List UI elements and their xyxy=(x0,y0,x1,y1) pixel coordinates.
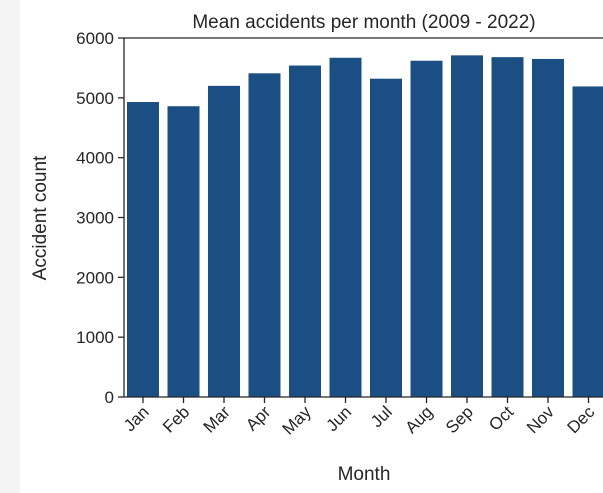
x-tick-label: Apr xyxy=(242,402,274,434)
x-tick-label: May xyxy=(279,402,315,438)
bar-nov xyxy=(532,58,564,398)
chart-title: Mean accidents per month (2009 - 2022) xyxy=(192,12,535,33)
y-axis: 0 1000 2000 3000 4000 5000 6000 xyxy=(76,29,124,407)
x-tick-label: Oct xyxy=(485,402,517,434)
bar-apr xyxy=(248,73,281,397)
bars-group xyxy=(127,55,603,398)
x-tick-label: Aug xyxy=(402,402,437,437)
y-tick-label: 0 xyxy=(105,388,114,407)
y-tick-label: 3000 xyxy=(76,209,114,228)
bar-mar xyxy=(208,85,240,397)
x-tick-label: Jul xyxy=(367,402,396,431)
bar-jan xyxy=(127,102,159,397)
bar-dec xyxy=(572,86,603,397)
x-tick-label: Mar xyxy=(200,402,234,436)
y-tick-label: 1000 xyxy=(76,328,114,347)
x-tick-label: Nov xyxy=(523,402,558,437)
x-tick-label: Jan xyxy=(120,402,153,435)
x-axis: Jan Feb Mar Apr May Jun Jul Aug Sep Oct Nov Dec xyxy=(120,397,599,439)
bar-feb xyxy=(167,106,200,398)
bar-oct xyxy=(491,57,524,397)
x-tick-label: Sep xyxy=(442,402,477,437)
y-tick-label: 4000 xyxy=(76,149,114,168)
y-tick-label: 6000 xyxy=(76,29,114,48)
x-tick-label: Feb xyxy=(159,402,193,436)
x-tick-label: Dec xyxy=(564,402,599,437)
bar-jul xyxy=(370,78,402,397)
x-axis-label: Month xyxy=(338,464,391,485)
bar-aug xyxy=(410,60,443,398)
y-tick-label: 2000 xyxy=(76,268,114,287)
bar-jun xyxy=(329,57,362,398)
y-axis-label: Accident count xyxy=(30,155,51,280)
bar-sep xyxy=(451,55,483,398)
y-tick-label: 5000 xyxy=(76,89,114,108)
x-tick-label: Jun xyxy=(323,402,356,435)
bar-may xyxy=(289,65,321,398)
